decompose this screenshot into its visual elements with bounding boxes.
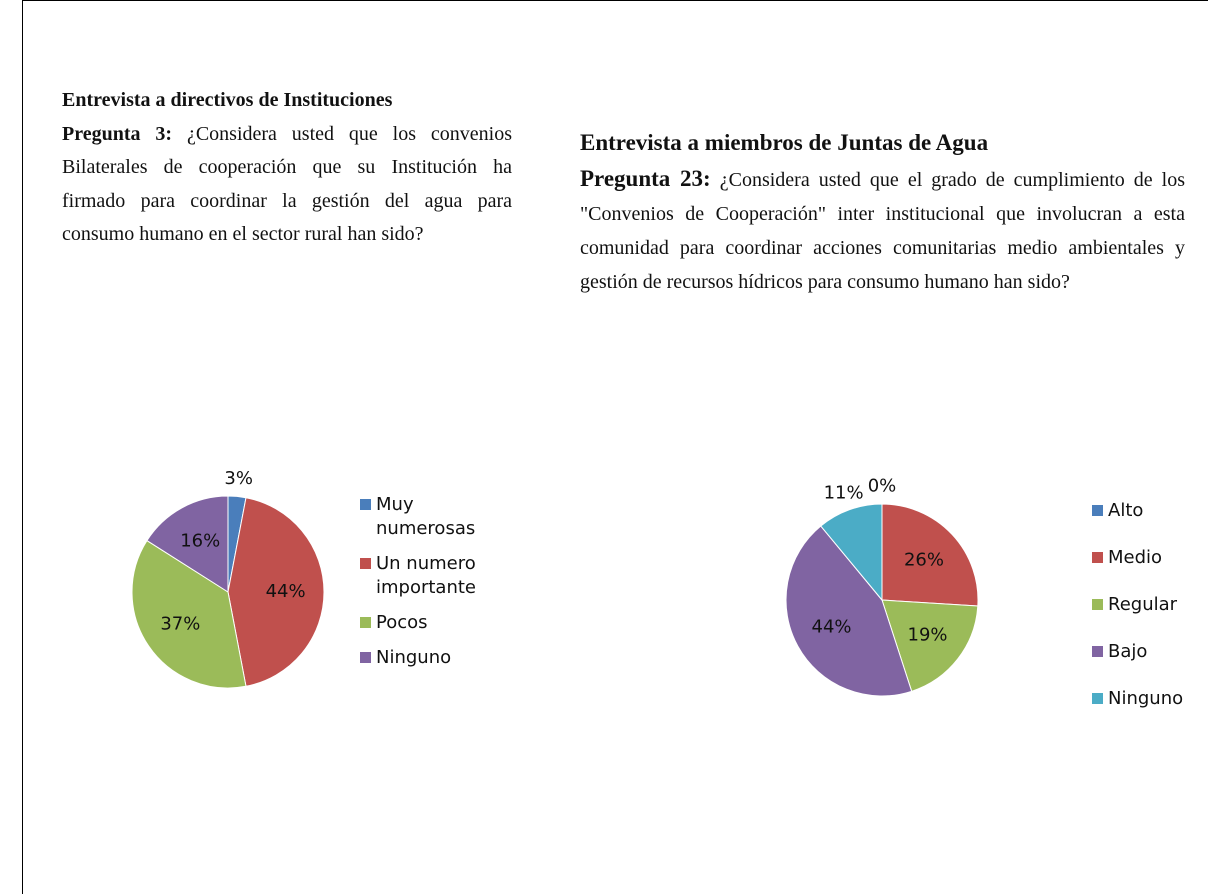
pie-slice [881, 503, 979, 607]
data-label: 37% [160, 613, 200, 634]
legend-swatch [1092, 552, 1103, 563]
data-label: 44% [266, 581, 306, 602]
legend-item: Bajo [1092, 640, 1202, 664]
heading: Entrevista a miembros de Juntas de Agua [580, 130, 989, 155]
legend-item: Muy numerosas [360, 493, 495, 541]
legend: Muy numerosas Un numero importante Pocos Ni… [360, 493, 495, 670]
data-label: 16% [180, 531, 220, 552]
question-label: Pregunta 3: [62, 122, 173, 145]
pie-slice [227, 497, 325, 687]
legend-label: Un numero importante [376, 553, 477, 598]
legend-swatch [360, 617, 371, 628]
legend-label: Ninguno [376, 647, 452, 668]
question: ¿Considera usted que el grado de cumplim… [580, 169, 1186, 293]
pie-slice [146, 495, 229, 593]
legend-swatch [1092, 599, 1103, 610]
pie-slice [131, 539, 247, 689]
legend-swatch [360, 558, 371, 569]
legend-swatch [360, 652, 371, 663]
pie-slice [785, 525, 913, 697]
data-label: 3% [224, 468, 253, 489]
legend-swatch [1092, 693, 1103, 704]
data-label: 19% [908, 624, 948, 645]
legend-item: Ninguno [360, 646, 495, 670]
legend-label: Ninguno [1108, 688, 1184, 709]
data-label: 11% [824, 482, 864, 503]
data-label: 44% [812, 617, 852, 638]
legend-item: Regular [1092, 593, 1202, 617]
legend-item: Pocos [360, 611, 495, 635]
pie-slice [820, 503, 883, 602]
legend-swatch [1092, 646, 1103, 657]
legend-label: Regular [1108, 594, 1178, 615]
legend: Alto Medio Regular Bajo Ninguno [1092, 499, 1202, 711]
legend-item: Un numero importante [360, 552, 495, 600]
data-label: 26% [904, 550, 944, 571]
legend-label: Medio [1108, 547, 1163, 568]
legend-item: Alto [1092, 499, 1202, 523]
question-label: Pregunta 23: [580, 166, 711, 191]
section: Entrevista a directivos de Instituciones… [62, 84, 512, 252]
heading: Entrevista a directivos de Instituciones [62, 89, 393, 111]
section: Entrevista a miembros de Juntas de Agua … [580, 126, 1185, 299]
legend-item: Ninguno [1092, 687, 1202, 711]
question: ¿Considera usted que los convenios Bilat… [62, 122, 512, 246]
pie-slice [881, 599, 979, 692]
page-frame [22, 0, 1208, 894]
legend-item: Medio [1092, 546, 1202, 570]
data-label: 0% [868, 476, 897, 497]
legend-label: Pocos [376, 612, 428, 633]
legend-swatch [360, 499, 371, 510]
legend-label: Muy numerosas [376, 494, 476, 539]
legend-label: Alto [1108, 500, 1144, 521]
legend-label: Bajo [1108, 641, 1148, 662]
legend-swatch [1092, 505, 1103, 516]
